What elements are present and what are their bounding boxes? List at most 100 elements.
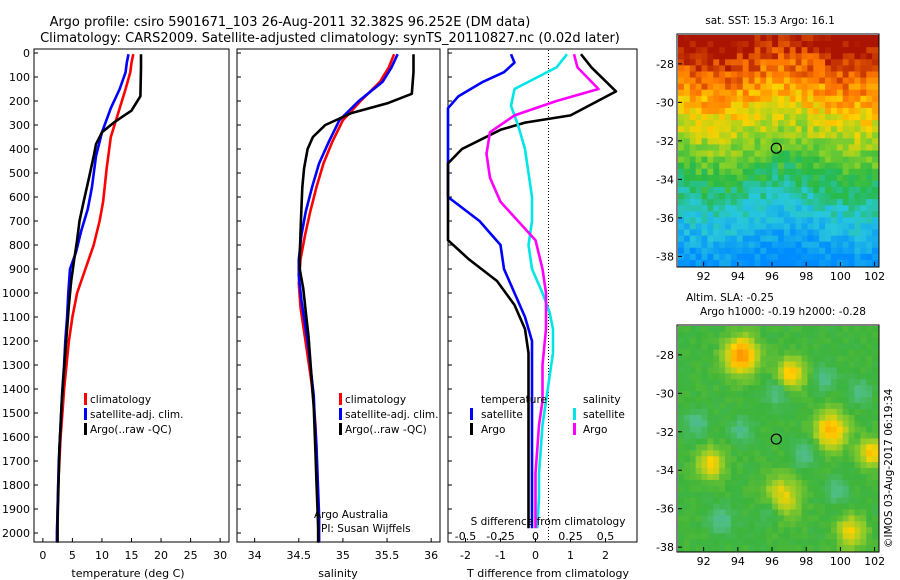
map-cell <box>719 408 726 416</box>
map-cell <box>783 150 791 158</box>
map-cell <box>719 539 726 546</box>
map-cell <box>801 95 809 103</box>
map-cell <box>748 150 756 158</box>
map-cell <box>795 120 803 127</box>
map-cell <box>783 59 791 66</box>
map-cell <box>730 367 738 374</box>
map-cell <box>836 150 844 158</box>
map-cell <box>854 180 861 188</box>
map-cell <box>795 180 803 188</box>
map-cell <box>719 485 726 493</box>
map-cell <box>748 241 756 249</box>
map-cell <box>754 229 761 237</box>
map-cell <box>689 247 697 255</box>
map-cell <box>683 349 691 357</box>
map-cell <box>713 53 720 60</box>
map-cell <box>719 83 726 91</box>
sst-argo-position-marker <box>770 142 782 154</box>
map-cell <box>778 361 785 369</box>
map-cell <box>748 217 756 225</box>
map-cell <box>866 391 873 398</box>
map-cell <box>678 138 685 146</box>
map-cell <box>719 497 726 505</box>
map-cell <box>830 156 838 164</box>
map-cell <box>748 397 756 404</box>
map-cell <box>754 379 761 386</box>
map-cell <box>713 144 720 152</box>
map-cell <box>778 331 785 339</box>
map-cell <box>854 533 861 540</box>
map-cell <box>778 468 785 475</box>
map-cell <box>730 326 738 333</box>
map-cell <box>807 259 814 267</box>
map-cell <box>748 205 756 212</box>
map-cell <box>842 331 850 339</box>
map-cell <box>695 138 703 146</box>
map-cell <box>701 503 709 511</box>
map-cell <box>848 247 856 255</box>
map-cell <box>730 132 738 139</box>
map-cell <box>795 385 803 392</box>
map-cell <box>848 527 856 534</box>
map-cell <box>760 53 767 60</box>
map-cell <box>860 450 867 457</box>
map-cell <box>783 229 791 237</box>
map-cell <box>836 515 844 522</box>
map-cell <box>719 150 726 158</box>
map-cell <box>778 235 785 243</box>
map-cell <box>854 539 861 546</box>
map-x-tick-label: 100 <box>830 555 851 568</box>
map-cell <box>754 450 761 457</box>
map-cell <box>836 497 844 505</box>
map-cell <box>701 426 709 434</box>
map-cell <box>683 326 691 333</box>
map-cell <box>825 397 832 404</box>
map-cell <box>683 337 691 345</box>
map-cell <box>772 35 779 42</box>
map-cell <box>848 101 856 109</box>
map-cell <box>772 205 779 212</box>
map-cell <box>872 132 879 139</box>
map-cell <box>836 77 844 85</box>
map-cell <box>813 326 820 333</box>
map-cell <box>766 107 773 115</box>
map-cell <box>713 241 720 249</box>
map-cell <box>783 180 791 188</box>
map-cell <box>860 53 867 60</box>
map-cell <box>801 331 809 339</box>
map-cell <box>783 138 791 146</box>
map-cell <box>713 521 720 528</box>
map-cell <box>842 71 850 79</box>
series-line-satellite-adj-clim- <box>55 53 130 543</box>
map-cell <box>760 253 767 261</box>
map-cell <box>872 462 879 469</box>
map-cell <box>807 355 814 363</box>
map-cell <box>795 241 803 249</box>
map-cell <box>683 414 691 422</box>
map-x-tick-label: 96 <box>765 270 779 283</box>
map-cell <box>854 444 861 451</box>
map-cell <box>783 331 791 339</box>
map-cell <box>754 521 761 528</box>
map-cell <box>866 107 873 115</box>
map-cell <box>748 539 756 546</box>
map-cell <box>819 432 826 440</box>
map-cell <box>830 211 838 218</box>
map-cell <box>795 367 803 374</box>
map-cell <box>701 408 709 416</box>
map-cell <box>766 59 773 66</box>
sst-map-frame <box>676 33 880 268</box>
map-cell <box>836 41 844 48</box>
map-cell <box>719 114 726 121</box>
map-cell <box>689 444 697 451</box>
map-cell <box>695 241 703 249</box>
salinity-legend: climatology satellite-adj. clim. Argo(..… <box>339 393 438 436</box>
map-cell <box>725 402 732 410</box>
map-cell <box>848 217 856 225</box>
map-cell <box>725 539 732 546</box>
map-cell <box>689 89 697 97</box>
map-cell <box>713 95 720 103</box>
map-cell <box>842 120 850 127</box>
map-cell <box>689 533 697 540</box>
map-cell <box>713 217 720 225</box>
